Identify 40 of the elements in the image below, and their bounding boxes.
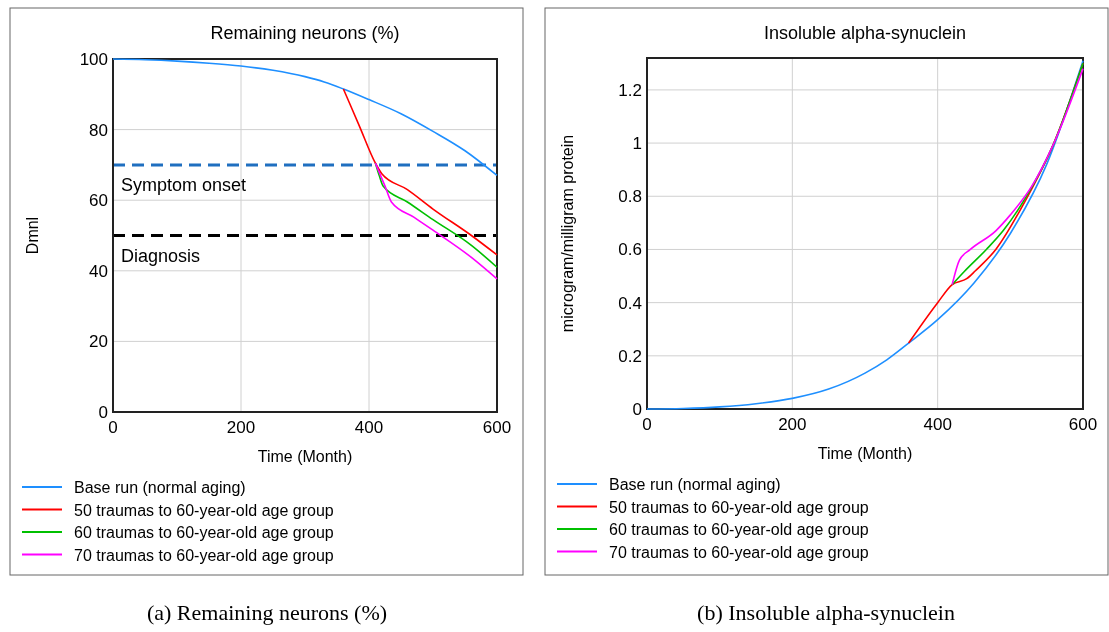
y-tick-label: 0.8 (618, 187, 642, 207)
x-tick-label: 400 (354, 418, 384, 437)
y-axis-title: microgram/milligram protein (559, 134, 576, 333)
y-tick-label: 40 (89, 261, 108, 281)
y-tick-label: 0 (98, 403, 108, 422)
ref-line-label: Diagnosis (121, 245, 201, 266)
line-series (342, 88, 498, 256)
legend-label: 50 traumas to 60-year-old age group (74, 501, 334, 519)
line-series (646, 59, 1084, 410)
y-tick-label: 0 (632, 400, 642, 419)
y-tick-label: 1 (632, 134, 642, 154)
line-series (112, 58, 498, 177)
y-axis-title: Dmnl (24, 216, 41, 255)
legend-label: Base run (normal aging) (609, 476, 781, 493)
legend-label: 60 traumas to 60-year-old age group (609, 521, 869, 538)
legend-label: 50 traumas to 60-year-old age group (609, 498, 869, 516)
y-tick-label: 80 (89, 120, 108, 140)
y-tick-label: 0.2 (618, 346, 642, 366)
y-tick-label: 20 (89, 332, 108, 352)
y-tick-label: 0.6 (618, 240, 642, 260)
legend-label: 70 traumas to 60-year-old age group (609, 543, 869, 561)
legend-label: 70 traumas to 60-year-old age group (74, 546, 334, 564)
y-tick-label: 0.4 (618, 293, 642, 313)
legend-label: 60 traumas to 60-year-old age group (74, 524, 334, 541)
chart-title: Insoluble alpha-synuclein (763, 23, 967, 43)
y-tick-label: 100 (79, 50, 108, 69)
ref-line-label: Symptom onset (121, 174, 247, 195)
x-axis-title: Time (Month) (257, 448, 353, 465)
text: (b) Insoluble alpha-synuclein (697, 600, 955, 625)
x-tick-label: 200 (778, 415, 807, 434)
y-tick-label: 1.2 (618, 80, 642, 100)
text: (a) Remaining neurons (%) (146, 600, 388, 625)
x-tick-label: 600 (1068, 415, 1098, 434)
chart-title: Remaining neurons (%) (210, 23, 400, 43)
y-tick-label: 60 (89, 191, 108, 211)
legend-label: Base run (normal aging) (74, 479, 246, 496)
x-axis-title: Time (Month) (817, 445, 913, 462)
x-tick-label: 400 (923, 415, 952, 434)
x-tick-label: 600 (482, 418, 512, 437)
x-tick-label: 200 (226, 418, 256, 437)
